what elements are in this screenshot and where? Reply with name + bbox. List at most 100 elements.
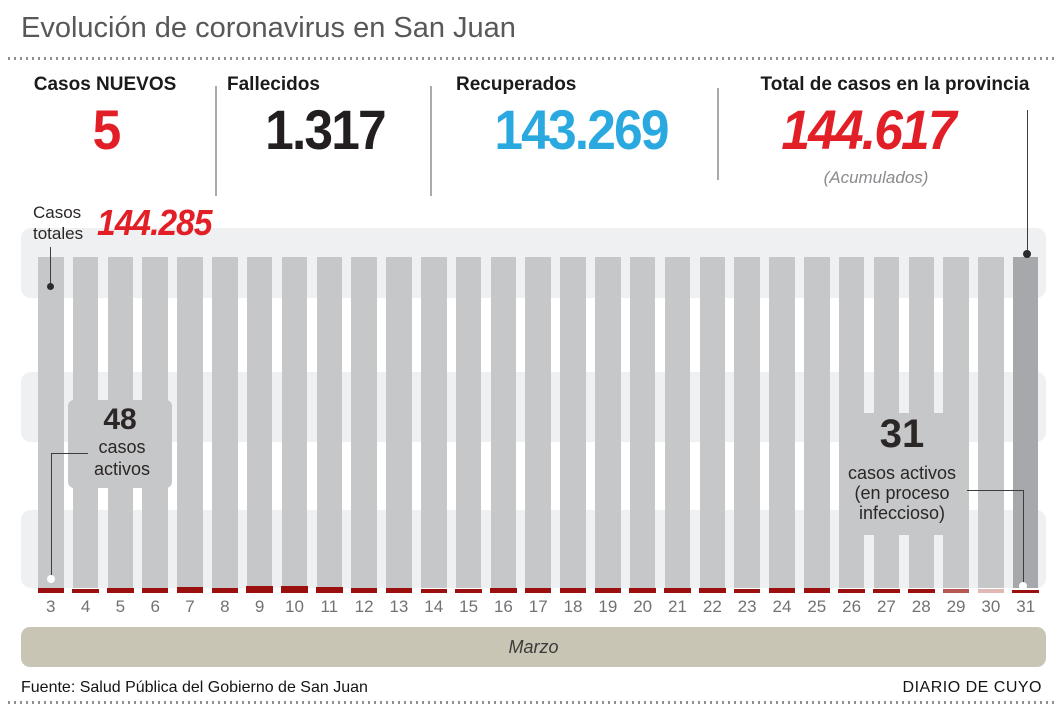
active-cases-marker-day-19 (594, 588, 622, 593)
footer-source: Fuente: Salud Pública del Gobierno de Sa… (21, 679, 368, 696)
annotation-31-leader-vertical (1023, 490, 1024, 585)
annotation-31-value: 31 (879, 412, 925, 456)
day-label-24: 24 (772, 597, 792, 616)
stats-divider-2 (430, 86, 432, 196)
page-title: Evolución de coronavirus en San Juan (21, 12, 516, 44)
bar-day-21 (664, 257, 691, 588)
annotation-31-backdrop (840, 413, 964, 535)
day-label-23: 23 (737, 597, 757, 616)
stat-value-fallecidos: 1.317 (265, 98, 387, 161)
active-cases-marker-day-28 (908, 589, 935, 593)
day-label-28: 28 (911, 597, 931, 616)
annotation-31-line1: casos activos (847, 463, 957, 483)
day-label-30: 30 (981, 597, 1001, 616)
annotation-48-line2: activos (93, 459, 151, 479)
stat-label-total-provincia: Total de casos en la provincia (760, 74, 1030, 95)
active-cases-marker-day-15 (455, 589, 482, 593)
casos-totales-leader-line (50, 247, 51, 285)
active-cases-marker-day-12 (350, 588, 378, 593)
day-label-11: 11 (320, 597, 339, 616)
day-label-13: 13 (389, 597, 409, 616)
bar-day-24 (769, 257, 795, 588)
active-cases-marker-day-10 (281, 586, 308, 593)
active-cases-marker-day-3 (37, 588, 64, 593)
day-label-19: 19 (598, 597, 618, 616)
active-cases-marker-day-30 (977, 589, 1005, 593)
casos-totales-dot (47, 283, 54, 290)
bar-day-12 (351, 257, 377, 588)
header-dotted-divider (8, 57, 1058, 60)
stat-label-casos-nuevos: Casos NUEVOS (33, 74, 177, 95)
annotation-casos-totales: Casos totales (33, 202, 85, 244)
bar-day-11 (316, 257, 343, 588)
bar-day-10 (281, 257, 308, 588)
bar-day-31 (1012, 257, 1039, 588)
day-label-29: 29 (946, 597, 966, 616)
active-cases-marker-day-18 (559, 588, 587, 593)
day-label-20: 20 (633, 597, 653, 616)
active-cases-marker-day-16 (490, 588, 517, 593)
annotation-48-leader-horizontal (51, 453, 88, 454)
active-cases-marker-day-9 (246, 586, 273, 593)
active-cases-marker-day-11 (316, 587, 343, 593)
day-label-4: 4 (80, 597, 91, 616)
bar-day-9 (246, 257, 273, 588)
day-label-26: 26 (842, 597, 862, 616)
annotation-31-leader-horizontal (967, 490, 1023, 491)
stat-note-acumulados: (Acumulados) (823, 168, 929, 187)
active-cases-marker-day-8 (211, 588, 239, 593)
bar-day-16 (490, 257, 517, 588)
bar-day-14 (421, 257, 447, 588)
active-cases-marker-day-31 (1012, 590, 1039, 593)
stat-label-fallecidos: Fallecidos (227, 74, 320, 95)
day-label-16: 16 (493, 597, 513, 616)
bar-day-3 (38, 257, 64, 588)
bar-day-15 (455, 257, 482, 588)
annotation-start-total-value: 144.285 (97, 202, 212, 243)
day-label-22: 22 (702, 597, 722, 616)
footer-credit: DIARIO DE CUYO (902, 679, 1042, 696)
active-cases-marker-day-25 (803, 588, 831, 593)
active-cases-marker-day-22 (699, 588, 726, 593)
day-label-8: 8 (220, 597, 230, 616)
active-cases-marker-day-27 (873, 589, 900, 593)
day-label-15: 15 (459, 597, 479, 616)
day-label-25: 25 (807, 597, 827, 616)
active-cases-marker-day-14 (420, 589, 448, 593)
bar-day-17 (525, 257, 551, 588)
bar-day-18 (560, 257, 586, 588)
active-cases-marker-day-13 (385, 588, 413, 593)
bar-day-13 (386, 257, 412, 588)
day-label-21: 21 (668, 597, 687, 616)
bar-day-30 (978, 257, 1004, 588)
bar-day-20 (629, 257, 656, 588)
day-label-3: 3 (46, 597, 56, 616)
total-leader-dot (1023, 250, 1031, 258)
active-cases-marker-day-21 (664, 588, 691, 593)
casos-totales-line2: totales (33, 224, 84, 243)
day-label-27: 27 (876, 597, 896, 616)
bar-day-19 (595, 257, 621, 588)
bar-day-8 (212, 257, 238, 588)
day-label-9: 9 (254, 597, 265, 616)
annotation-31-dot (1019, 582, 1027, 590)
bar-day-7 (177, 257, 203, 588)
active-cases-marker-day-4 (72, 589, 99, 593)
day-label-14: 14 (424, 597, 444, 616)
active-cases-marker-day-5 (107, 588, 134, 593)
annotation-31-line2: (en proceso (854, 483, 950, 503)
active-cases-marker-day-6 (141, 588, 169, 593)
stat-label-recuperados: Recuperados (456, 74, 577, 95)
casos-totales-line1: Casos (33, 203, 82, 222)
day-label-10: 10 (285, 597, 304, 616)
bar-day-25 (804, 257, 830, 588)
day-label-5: 5 (115, 597, 126, 616)
active-cases-marker-day-26 (838, 589, 865, 593)
stats-divider-1 (215, 86, 217, 196)
annotation-48-value: 48 (103, 403, 137, 436)
bar-day-23 (734, 257, 760, 588)
active-cases-marker-day-20 (629, 588, 656, 593)
stat-value-recuperados: 143.269 (494, 98, 669, 161)
day-label-7: 7 (185, 597, 195, 616)
